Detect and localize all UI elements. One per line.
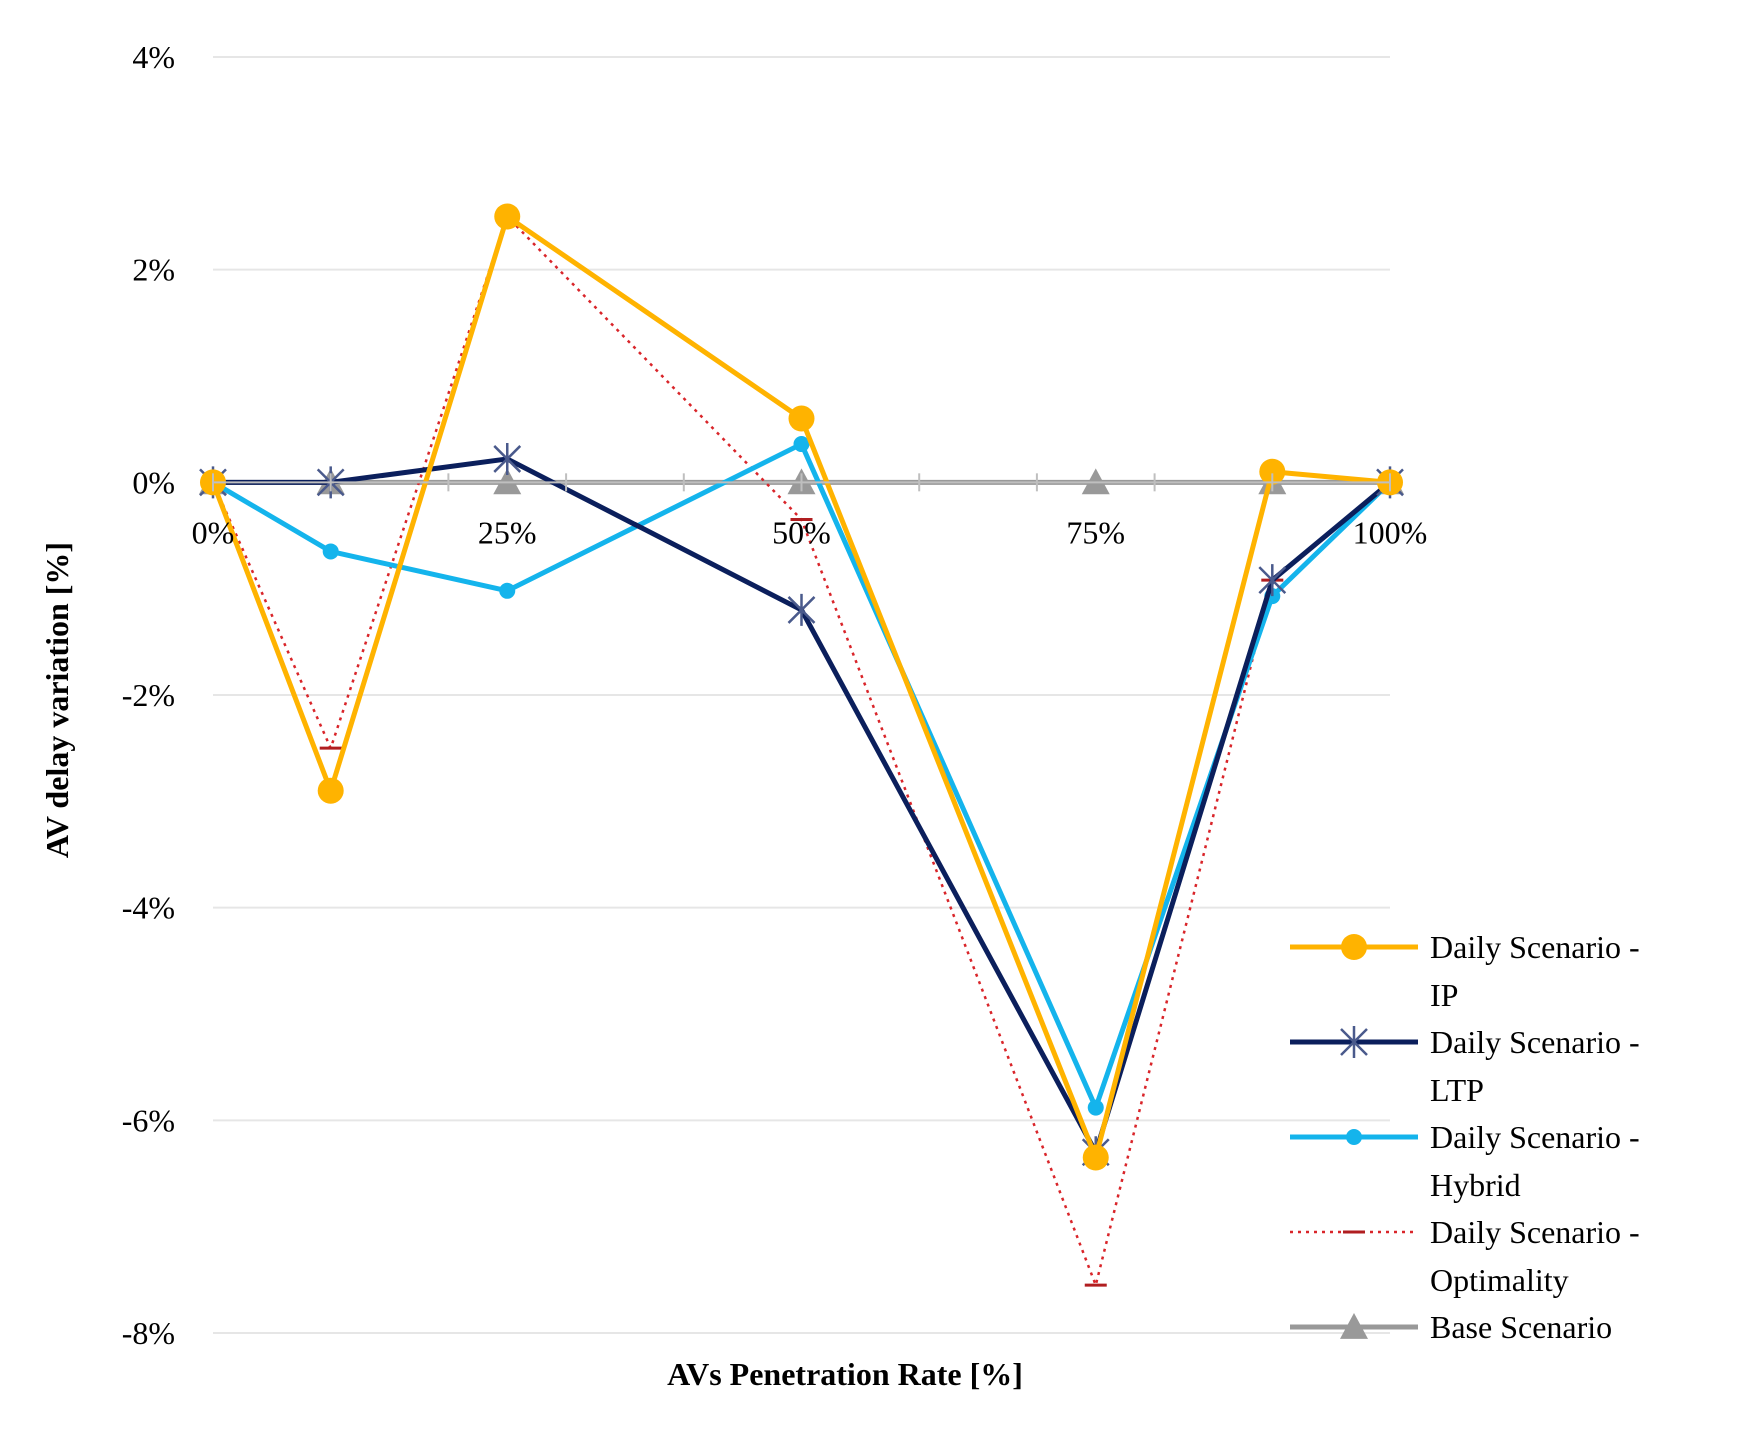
legend-label-0-0: Daily Scenario - [1430, 929, 1640, 965]
marker-1-2 [493, 442, 522, 475]
marker-legend-1 [1340, 1026, 1368, 1058]
marker-4-4 [1081, 468, 1110, 495]
y-tick-label-5: -6% [122, 1102, 175, 1138]
legend-entry-4: Base Scenario [1290, 1309, 1612, 1345]
marker-4-2 [493, 468, 522, 495]
y-tick-label-1: 2% [132, 252, 175, 288]
x-tick-label-0: 0% [192, 514, 235, 550]
marker-2-3 [793, 436, 810, 453]
legend-label-2-1: Hybrid [1430, 1167, 1521, 1203]
y-tick-label-4: -4% [122, 890, 175, 926]
y-tick-label-0: 4% [132, 39, 175, 75]
legend-entry-0: Daily Scenario - IP [1290, 929, 1640, 1013]
marker-0-4 [1082, 1144, 1109, 1171]
marker-1-5 [1258, 564, 1287, 597]
x-tick-label-3: 75% [1066, 514, 1125, 550]
x-tick-label-4: 100% [1353, 514, 1428, 550]
marker-0-5 [1259, 458, 1286, 485]
series-layer [199, 203, 1404, 1287]
y-tick-label-3: -2% [122, 677, 175, 713]
legend-entry-2: Daily Scenario - Hybrid [1290, 1119, 1640, 1203]
marker-2-2 [499, 582, 516, 599]
series-1 [199, 442, 1404, 1169]
x-tick-label-1: 25% [478, 514, 537, 550]
x-axis-title: AVs Penetration Rate [%] [667, 1356, 1023, 1392]
legend-label-4-0: Base Scenario [1430, 1309, 1612, 1345]
y-axis-tick-labels: 4% 2% 0% -2% -4% -6% -8% [122, 39, 175, 1351]
legend-entry-1: Daily Scenario - LTP [1290, 1024, 1640, 1108]
legend-label-1-0: Daily Scenario - [1430, 1024, 1640, 1060]
marker-2-4 [1087, 1099, 1104, 1116]
legend-label-1-1: LTP [1430, 1072, 1484, 1108]
x-axis [212, 473, 1391, 492]
marker-legend-0 [1341, 934, 1367, 960]
marker-legend-4 [1340, 1313, 1368, 1339]
x-axis-tick-labels: 0% 25% 50% 75% 100% [192, 514, 1428, 550]
series-line-0 [210, 214, 1391, 1161]
marker-0-1 [317, 777, 344, 804]
marker-2-1 [322, 543, 339, 560]
legend-entry-3: Daily Scenario - Optimality [1290, 1214, 1640, 1298]
y-tick-label-6: -8% [122, 1315, 175, 1351]
marker-1-3 [787, 593, 816, 626]
series-line-3 [211, 215, 1391, 1287]
legend-label-3-0: Daily Scenario - [1430, 1214, 1640, 1250]
marker-0-3 [788, 405, 815, 432]
legend-label-3-1: Optimality [1430, 1262, 1569, 1298]
marker-0-2 [494, 203, 521, 230]
y-axis-title: AV delay variation [%] [39, 542, 75, 858]
marker-legend-2 [1346, 1129, 1362, 1145]
legend-label-2-0: Daily Scenario - [1430, 1119, 1640, 1155]
legend-label-0-1: IP [1430, 977, 1458, 1013]
x-tick-label-2: 50% [772, 514, 831, 550]
series-0 [200, 203, 1403, 1171]
y-tick-label-2: 0% [132, 464, 175, 500]
